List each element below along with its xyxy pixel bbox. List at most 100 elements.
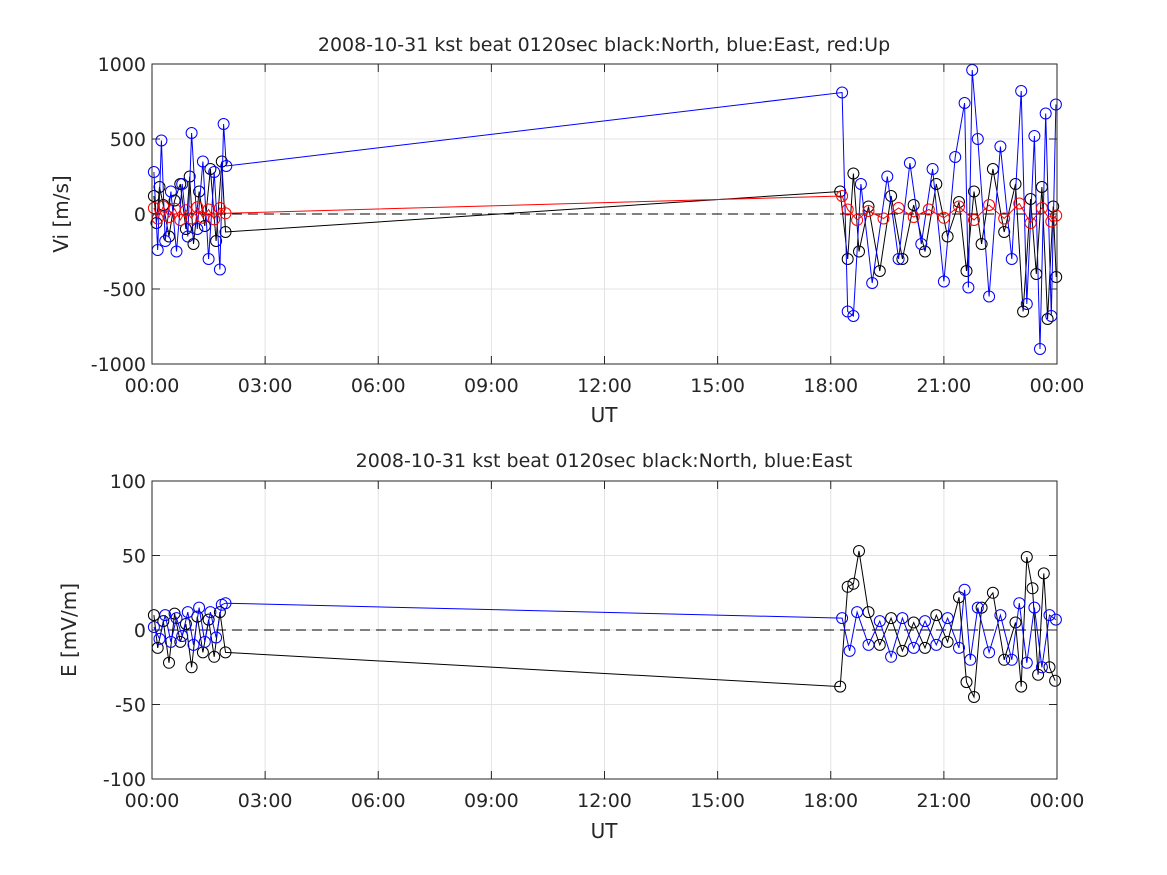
velocity-series-1-marker [208, 166, 221, 178]
velocity-series-1-marker [217, 118, 230, 130]
velocity-series-0-marker [960, 265, 973, 277]
velocity-series-0-marker [998, 226, 1011, 238]
velocity-series-0-marker [841, 253, 854, 265]
efield-series-1-marker [862, 638, 875, 651]
velocity-y-axis-label: Vi [m/s] [49, 175, 73, 252]
efield-series-1-marker [164, 635, 177, 648]
velocity-series-1-marker [202, 253, 215, 265]
velocity-series-1-marker [937, 275, 950, 288]
efield-series-0-marker [960, 676, 973, 689]
velocity-series-1-marker [983, 290, 996, 303]
efield-y-tick-label: 100 [110, 471, 146, 493]
efield-series-1-marker [193, 601, 206, 614]
efield-series-1-marker [1049, 613, 1062, 626]
efield-series-0-marker [998, 653, 1011, 666]
velocity-series-0-marker [847, 167, 860, 180]
efield-series-0-marker [208, 650, 221, 663]
velocity-x-tick-label: 21:00 [916, 375, 971, 397]
efield-series-1-marker [919, 615, 931, 628]
velocity-x-tick-label: 15:00 [690, 375, 745, 397]
efield-series-1-marker [836, 612, 849, 625]
efield-y-axis-label: E [mV/m] [57, 583, 81, 677]
velocity-series-0-marker [204, 163, 217, 175]
efield-series-0-marker [941, 635, 954, 648]
velocity-y-tick-label: -1000 [91, 354, 146, 376]
velocity-x-tick-label: 00:00 [1030, 375, 1085, 397]
velocity-series-1-marker [164, 185, 177, 198]
efield-series-0-marker [1009, 616, 1022, 629]
efield-series-0-marker [847, 577, 860, 590]
velocity-series-1-marker [191, 223, 204, 235]
velocity-x-axis-label: UT [591, 403, 619, 427]
velocity-series-2-marker [179, 204, 192, 217]
velocity-series-1-marker [176, 178, 189, 190]
efield-series-1-marker [843, 644, 856, 657]
efield-series-0-line [153, 550, 1056, 699]
velocity-series-2-marker [1013, 197, 1026, 210]
efield-series-0-marker [1037, 567, 1050, 580]
velocity-series-2-marker [983, 199, 996, 211]
velocity-series-1-marker [159, 235, 172, 247]
efield-series-0-marker [1043, 661, 1056, 674]
efield-series-0-marker [853, 545, 865, 557]
velocity-series-1-marker [949, 151, 962, 163]
velocity-series-1-marker [892, 253, 905, 265]
efield-series-1-marker [971, 601, 984, 614]
velocity-series-0-marker [975, 238, 988, 250]
velocity-series-2-marker [163, 211, 175, 223]
velocity-y-tick-label: -500 [103, 279, 146, 301]
velocity-series-1-marker [903, 157, 916, 169]
efield-series-0-marker [930, 609, 943, 622]
efield-series-1-marker [1035, 661, 1048, 674]
efield-series-1-marker [941, 612, 954, 625]
velocity-series-1-marker [196, 155, 209, 168]
velocity-series-1-marker [854, 178, 867, 190]
efield-chart-title: 2008-10-31 kst beat 0120sec black:North,… [356, 450, 853, 472]
velocity-series-2-marker [841, 203, 854, 216]
efield-x-tick-label: 18:00 [803, 790, 858, 812]
efield-y-tick-label: -100 [103, 769, 146, 791]
velocity-series-1-marker [1020, 298, 1033, 310]
efield-series-0-marker [174, 635, 187, 648]
efield-series-1-marker [896, 612, 909, 625]
efield-series-1-marker [210, 631, 223, 644]
velocity-series-group [147, 64, 1063, 355]
velocity-series-1-marker [962, 281, 975, 294]
velocity-ticks: 00:00 03:00 06:00 09:00 12:00 15:00 18:00 21:00… [91, 54, 1085, 397]
efield-series-1-marker [204, 606, 217, 619]
efield-x-tick-label: 15:00 [690, 790, 745, 812]
efield-series-0-marker [1049, 674, 1062, 687]
velocity-series-2-marker [907, 211, 920, 223]
efield-x-tick-label: 03:00 [238, 790, 293, 812]
velocity-series-2-marker [157, 200, 170, 213]
efield-y-tick-label: 0 [134, 620, 146, 642]
velocity-series-2-marker [892, 202, 905, 214]
velocity-series-1-line [153, 69, 1057, 350]
efield-x-tick-label: 00:00 [1030, 790, 1085, 812]
efield-series-0-marker [202, 613, 215, 626]
velocity-series-1-marker [958, 97, 971, 109]
efield-series-0-marker [896, 644, 909, 657]
velocity-series-2-marker [953, 200, 965, 213]
efield-series-0-marker [968, 691, 980, 703]
velocity-series-0-line [153, 161, 1057, 320]
velocity-series-2-marker [1050, 209, 1063, 222]
velocity-series-0-marker [163, 230, 175, 243]
velocity-series-1-marker [1034, 343, 1046, 355]
velocity-x-tick-label: 09:00 [464, 375, 519, 397]
efield-series-1-marker [176, 630, 189, 642]
efield-series-1-marker [873, 615, 886, 628]
velocity-series-0-marker [953, 196, 965, 208]
velocity-y-tick-label: 500 [110, 129, 146, 151]
velocity-x-tick-label: 18:00 [803, 375, 858, 397]
efield-ticks: 00:00 03:00 06:00 09:00 12:00 15:00 18:00 21:00… [103, 471, 1085, 812]
velocity-series-1-marker [220, 160, 233, 172]
efield-series-1-marker [1028, 601, 1041, 614]
efield-series-1-marker [983, 646, 996, 659]
velocity-x-tick-label: 03:00 [238, 375, 293, 397]
velocity-series-1-marker [847, 310, 860, 322]
velocity-series-0-marker [210, 235, 223, 247]
velocity-series-1-marker [147, 166, 160, 178]
efield-x-tick-label: 06:00 [351, 790, 406, 812]
velocity-series-0-marker [896, 253, 909, 265]
